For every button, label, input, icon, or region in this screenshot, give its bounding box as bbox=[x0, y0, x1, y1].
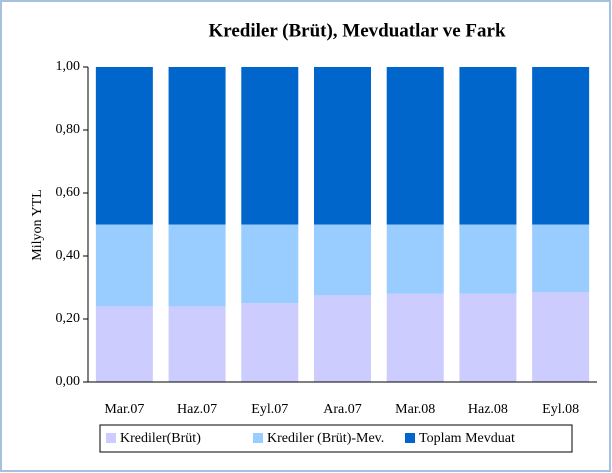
y-axis-label: Milyon YTL bbox=[30, 189, 45, 260]
legend-label: Krediler (Brüt)-Mev. bbox=[267, 431, 384, 446]
legend-swatch bbox=[405, 433, 415, 443]
x-tick-label: Eyl.07 bbox=[251, 402, 288, 417]
bar-segment bbox=[386, 224, 444, 294]
bar-segment bbox=[532, 67, 590, 225]
bar-segment bbox=[459, 67, 517, 225]
y-tick-label: 0,80 bbox=[56, 122, 81, 137]
bar-segment bbox=[314, 224, 371, 296]
bar-segment bbox=[532, 292, 590, 382]
y-tick-label: 1,00 bbox=[56, 59, 81, 74]
legend-label: Toplam Mevduat bbox=[419, 431, 515, 446]
bar-segment bbox=[314, 295, 371, 382]
bar-segment bbox=[168, 306, 226, 382]
bar-segment bbox=[95, 224, 153, 307]
bar-segment bbox=[386, 67, 444, 225]
x-tick-label: Eyl.08 bbox=[542, 402, 579, 417]
bar-segment bbox=[314, 67, 371, 225]
legend-label: Krediler(Brüt) bbox=[120, 431, 201, 446]
y-tick-label: 0,20 bbox=[56, 311, 81, 326]
y-tick-label: 0,60 bbox=[56, 185, 81, 200]
bar-segment bbox=[386, 293, 444, 382]
legend-box bbox=[99, 424, 573, 453]
x-tick-label: Mar.07 bbox=[104, 402, 144, 417]
x-tick-label: Haz.07 bbox=[177, 402, 217, 417]
bar-segment bbox=[95, 306, 153, 382]
x-tick-label: Ara.07 bbox=[323, 402, 362, 417]
bar-segment bbox=[459, 293, 517, 382]
x-tick-label: Mar.08 bbox=[395, 402, 435, 417]
y-tick-label: 0,40 bbox=[56, 248, 81, 263]
bar-segment bbox=[168, 224, 226, 307]
x-tick-label: Haz.08 bbox=[468, 402, 508, 417]
bar-segment bbox=[532, 224, 590, 293]
bar-segment bbox=[241, 224, 299, 304]
bar-segment bbox=[241, 67, 299, 225]
bar-segment bbox=[241, 303, 299, 382]
bar-segment bbox=[168, 67, 226, 225]
legend-swatch bbox=[253, 433, 263, 443]
bar-segment bbox=[95, 67, 153, 225]
chart-title: Krediler (Brüt), Mevduatlar ve Fark bbox=[208, 20, 506, 41]
bar-segment bbox=[459, 224, 517, 294]
legend-swatch bbox=[106, 433, 116, 443]
y-tick-label: 0,00 bbox=[56, 374, 81, 389]
